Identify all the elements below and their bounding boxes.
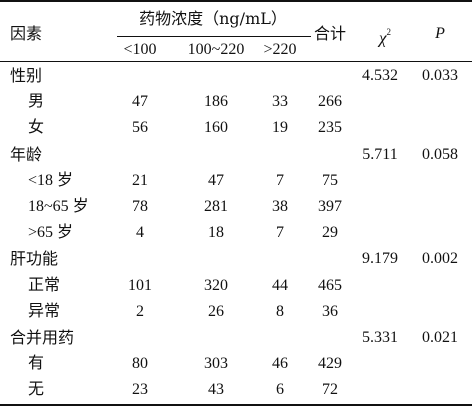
row-value: 7 [276,224,284,242]
row-value: 320 [204,276,228,294]
row-value: 21 [132,171,148,189]
bottom-rule [0,404,472,406]
row-label: <18 岁 [28,171,74,189]
header-chi-square: χ2 [379,24,391,49]
row-total: 235 [318,119,342,137]
row-label: 无 [28,381,45,399]
row-value: 33 [272,93,288,111]
row-value: 6 [276,381,284,399]
row-label: 男 [28,93,45,111]
row-value: 101 [128,276,152,294]
row-total: 429 [318,355,342,373]
row-value: 26 [208,302,224,320]
row-value: 80 [132,355,148,373]
header-p: P [435,25,445,42]
row-label: >65 岁 [28,224,74,242]
row-value: 4 [136,224,144,242]
row-total: 29 [322,224,338,242]
group-p: 0.058 [422,145,458,163]
row-value: 43 [208,381,224,399]
row-value: 78 [132,198,148,215]
row-value: 23 [132,381,148,399]
row-value: 44 [272,276,288,294]
row-value: 47 [208,171,224,189]
row-value: 56 [132,119,148,137]
row-total: 72 [322,381,338,399]
group-label: 性别 [10,66,43,85]
row-value: 303 [204,355,228,373]
group-p: 0.002 [422,250,458,268]
row-label: 女 [28,119,45,137]
header-bottom-rule [0,61,472,62]
header-factor: 因素 [10,24,43,43]
row-value: 186 [204,93,228,111]
row-value: 2 [136,302,144,320]
row-value: 38 [272,198,288,215]
header-total: 合计 [313,24,347,43]
top-rule [0,0,472,2]
header-col-high: >220 [263,41,297,58]
row-value: 8 [276,302,284,320]
row-label: 18~65 岁 [28,198,89,215]
header-col-mid: 100~220 [187,41,245,58]
row-value: 18 [208,224,224,242]
group-label: 年龄 [10,144,43,164]
group-p: 0.033 [422,67,458,84]
group-chi2: 9.179 [362,250,398,268]
group-chi2: 4.532 [362,67,398,84]
chi-symbol: χ [379,28,387,48]
header-drug-concentration: 药物浓度（ng/mL） [139,9,287,28]
row-value: 7 [276,171,284,189]
row-total: 266 [318,93,342,111]
row-label: 有 [28,355,45,373]
chi-superscript: 2 [386,27,391,37]
group-chi2: 5.331 [362,329,398,346]
row-value: 19 [272,119,288,137]
group-p: 0.021 [422,329,458,346]
row-total: 465 [318,276,342,294]
row-value: 47 [132,93,148,111]
row-total: 75 [322,171,338,189]
header-subrule [117,36,311,37]
group-chi2: 5.711 [362,145,398,163]
row-value: 281 [204,198,228,215]
row-total: 36 [322,302,338,320]
row-label: 异常 [28,302,61,320]
row-value: 46 [272,355,288,373]
row-label: 正常 [28,276,61,294]
group-label: 肝功能 [10,249,59,269]
row-value: 160 [204,119,228,137]
row-total: 397 [318,198,342,215]
group-label: 合并用药 [10,328,75,347]
header-col-low: <100 [123,41,157,58]
